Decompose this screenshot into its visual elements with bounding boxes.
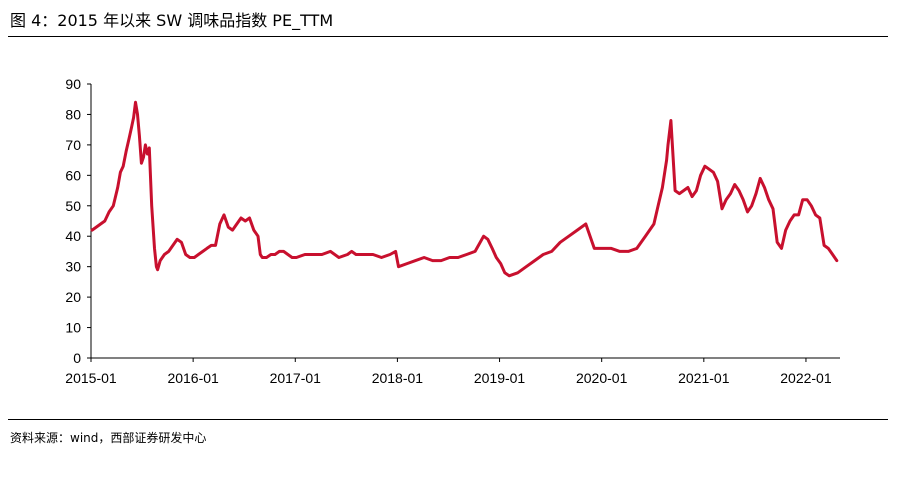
y-tick-label: 60 xyxy=(65,167,81,183)
x-tick-label: 2016-01 xyxy=(167,370,219,386)
x-tick-label: 2017-01 xyxy=(270,370,322,386)
series-line-pe-ttm xyxy=(90,100,839,278)
y-tick-label: 40 xyxy=(65,228,81,244)
y-tick-label: 30 xyxy=(65,259,81,275)
source-rule xyxy=(8,419,888,420)
y-tick-label: 80 xyxy=(65,106,81,122)
plot-area xyxy=(90,100,839,278)
y-axis: 0 10 20 30 40 50 60 70 80 90 xyxy=(65,76,92,366)
x-tick-label: 2020-01 xyxy=(576,370,628,386)
x-tick-label: 2022-01 xyxy=(780,370,832,386)
x-axis: 2015-01 2016-01 2017-01 2018-01 2019-01 2020-… xyxy=(65,357,840,386)
y-tick-label: 20 xyxy=(65,289,81,305)
y-tick-label: 50 xyxy=(65,198,81,214)
figure-title: 图 4：2015 年以来 SW 调味品指数 PE_TTM xyxy=(10,11,334,30)
y-tick-label: 0 xyxy=(73,350,81,366)
y-tick-label: 70 xyxy=(65,137,81,153)
x-tick-label: 2019-01 xyxy=(474,370,526,386)
x-tick-label: 2018-01 xyxy=(372,370,424,386)
y-tick-label: 90 xyxy=(65,76,81,92)
title-rule xyxy=(8,36,888,37)
x-tick-label: 2015-01 xyxy=(65,370,117,386)
source-note: 资料来源：wind，西部证券研发中心 xyxy=(10,431,207,445)
y-tick-label: 10 xyxy=(65,320,81,336)
x-tick-label: 2021-01 xyxy=(678,370,730,386)
